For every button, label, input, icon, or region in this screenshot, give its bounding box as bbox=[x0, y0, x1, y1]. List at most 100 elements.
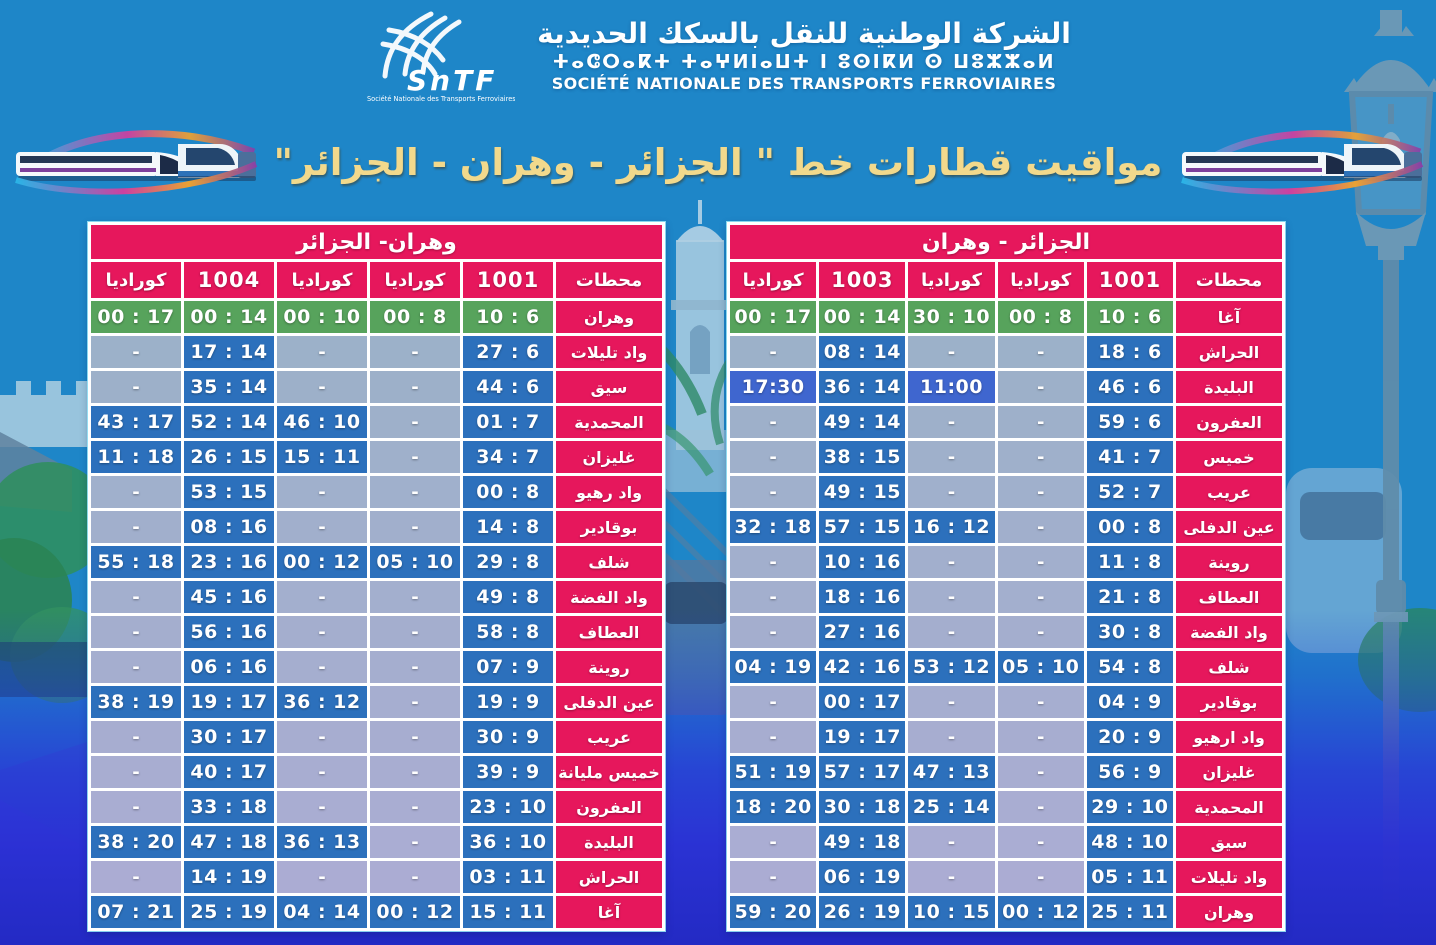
time-cell: 17:30 bbox=[730, 371, 817, 403]
no-service-cell: - bbox=[997, 686, 1084, 718]
time-cell: 16 : 42 bbox=[819, 651, 906, 683]
time-cell: 11 : 05 bbox=[1086, 861, 1173, 893]
no-service-cell: - bbox=[277, 371, 367, 403]
time-cell: 8 : 11 bbox=[1086, 546, 1173, 578]
time-cell: 20 : 18 bbox=[730, 791, 817, 823]
station-cell: العفرون bbox=[1176, 406, 1282, 438]
time-cell: 17 : 19 bbox=[184, 686, 274, 718]
station-cell: سيق bbox=[1176, 826, 1282, 858]
time-cell: 11 : 03 bbox=[463, 861, 553, 893]
column-header-train: كوراديا bbox=[908, 262, 995, 298]
no-service-cell: - bbox=[91, 336, 181, 368]
time-cell: 11 : 15 bbox=[277, 441, 367, 473]
station-cell: واد الفضة bbox=[1176, 616, 1282, 648]
departure-time-cell: 14 : 00 bbox=[819, 301, 906, 333]
no-service-cell: - bbox=[730, 476, 817, 508]
no-service-cell: - bbox=[908, 861, 995, 893]
time-cell: 10 : 48 bbox=[1086, 826, 1173, 858]
no-service-cell: - bbox=[91, 791, 181, 823]
departure-time-cell: 14 : 00 bbox=[184, 301, 274, 333]
time-cell: 20 : 59 bbox=[730, 896, 817, 928]
station-cell: غليزان bbox=[1176, 756, 1282, 788]
no-service-cell: - bbox=[997, 546, 1084, 578]
station-cell: سيق bbox=[556, 371, 662, 403]
station-cell: شلف bbox=[556, 546, 662, 578]
time-cell: 12 : 00 bbox=[997, 896, 1084, 928]
column-header-train: كوراديا bbox=[997, 262, 1084, 298]
no-service-cell: - bbox=[997, 336, 1084, 368]
departure-time-cell: 10 : 30 bbox=[908, 301, 995, 333]
time-cell: 18 : 55 bbox=[91, 546, 181, 578]
no-service-cell: - bbox=[730, 546, 817, 578]
no-service-cell: - bbox=[997, 511, 1084, 543]
time-cell: 8 : 30 bbox=[1086, 616, 1173, 648]
time-cell: 17 : 30 bbox=[184, 721, 274, 753]
time-cell: 15 : 10 bbox=[908, 896, 995, 928]
time-cell: 9 : 30 bbox=[463, 721, 553, 753]
no-service-cell: - bbox=[277, 581, 367, 613]
no-service-cell: - bbox=[730, 581, 817, 613]
no-service-cell: - bbox=[370, 756, 460, 788]
no-service-cell: - bbox=[277, 791, 367, 823]
title-row: مواقيت قطارات خط " الجزائر - وهران - الج… bbox=[0, 116, 1436, 209]
time-cell: 18 : 30 bbox=[819, 791, 906, 823]
time-cell: 6 : 44 bbox=[463, 371, 553, 403]
column-header-train: كوراديا bbox=[370, 262, 460, 298]
time-cell: 9 : 19 bbox=[463, 686, 553, 718]
no-service-cell: - bbox=[997, 441, 1084, 473]
time-cell: 9 : 56 bbox=[1086, 756, 1173, 788]
station-cell: وهران bbox=[1176, 896, 1282, 928]
time-cell: 19 : 25 bbox=[184, 896, 274, 928]
no-service-cell: - bbox=[370, 651, 460, 683]
time-cell: 12 : 36 bbox=[277, 686, 367, 718]
time-cell: 14 : 49 bbox=[819, 406, 906, 438]
no-service-cell: - bbox=[730, 441, 817, 473]
no-service-cell: - bbox=[997, 476, 1084, 508]
time-cell: 14 : 04 bbox=[277, 896, 367, 928]
no-service-cell: - bbox=[908, 441, 995, 473]
time-cell: 7 : 52 bbox=[1086, 476, 1173, 508]
brand-header: SnTF Société Nationale des Transports Fe… bbox=[0, 8, 1436, 103]
trains-illustration-right bbox=[1176, 122, 1426, 202]
no-service-cell: - bbox=[908, 721, 995, 753]
station-cell: شلف bbox=[1176, 651, 1282, 683]
sntf-brand-caption: Société Nationale des Transports Ferrovi… bbox=[367, 95, 515, 103]
time-cell: 9 : 04 bbox=[1086, 686, 1173, 718]
no-service-cell: - bbox=[997, 581, 1084, 613]
no-service-cell: - bbox=[997, 861, 1084, 893]
time-cell: 12 : 53 bbox=[908, 651, 995, 683]
station-cell: واد رهيو bbox=[556, 476, 662, 508]
time-cell: 18 : 11 bbox=[91, 441, 181, 473]
time-cell: 19 : 51 bbox=[730, 756, 817, 788]
time-cell: 19 : 04 bbox=[730, 651, 817, 683]
station-cell: غليزان bbox=[556, 441, 662, 473]
time-cell: 17 : 00 bbox=[819, 686, 906, 718]
time-cell: 6 : 27 bbox=[463, 336, 553, 368]
column-header-train: 1003 bbox=[819, 262, 906, 298]
time-cell: 14 : 35 bbox=[184, 371, 274, 403]
station-cell: العفرون bbox=[556, 791, 662, 823]
time-cell: 10 : 46 bbox=[277, 406, 367, 438]
station-cell: العطاف bbox=[1176, 581, 1282, 613]
time-cell: 10 : 23 bbox=[463, 791, 553, 823]
time-cell: 9 : 20 bbox=[1086, 721, 1173, 753]
station-cell: روينة bbox=[1176, 546, 1282, 578]
time-cell: 18 : 49 bbox=[819, 826, 906, 858]
time-cell: 16 : 23 bbox=[184, 546, 274, 578]
time-cell: 21 : 07 bbox=[91, 896, 181, 928]
company-name-french: SOCIÉTÉ NATIONALE DES TRANSPORTS FERROVI… bbox=[551, 73, 1057, 93]
column-header-train: 1001 bbox=[1086, 262, 1173, 298]
no-service-cell: - bbox=[730, 826, 817, 858]
column-header-train: 1004 bbox=[184, 262, 274, 298]
time-cell: 7 : 34 bbox=[463, 441, 553, 473]
no-service-cell: - bbox=[730, 861, 817, 893]
time-cell: 14 : 36 bbox=[819, 371, 906, 403]
station-cell: خميس مليانة bbox=[556, 756, 662, 788]
time-cell: 7 : 01 bbox=[463, 406, 553, 438]
no-service-cell: - bbox=[370, 826, 460, 858]
time-cell: 17 : 40 bbox=[184, 756, 274, 788]
no-service-cell: - bbox=[908, 616, 995, 648]
time-cell: 14 : 17 bbox=[184, 336, 274, 368]
no-service-cell: - bbox=[997, 406, 1084, 438]
no-service-cell: - bbox=[370, 861, 460, 893]
